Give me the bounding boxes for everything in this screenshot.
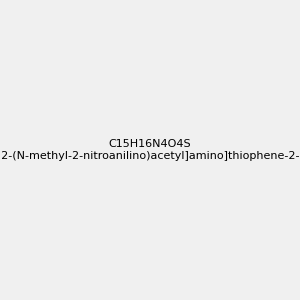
Text: C15H16N4O4S
5-methyl-4-[[2-(N-methyl-2-nitroanilino)acetyl]amino]thiophene-2-car: C15H16N4O4S 5-methyl-4-[[2-(N-methyl-2-n…: [0, 139, 300, 161]
